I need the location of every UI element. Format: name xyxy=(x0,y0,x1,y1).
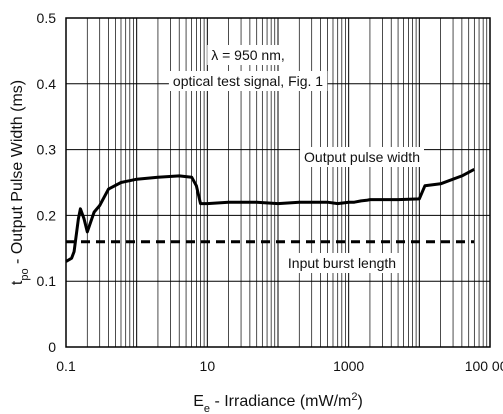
y-tick-label: 0.1 xyxy=(37,273,57,289)
y-tick-label: 0.3 xyxy=(37,142,57,158)
annotation-background xyxy=(207,45,289,65)
grid xyxy=(66,18,490,347)
condition-line-1: λ = 950 nm, xyxy=(211,47,285,63)
y-tick-label: 0 xyxy=(48,339,56,355)
series-layer xyxy=(65,167,476,263)
series-label-output-pulse-width: Output pulse width xyxy=(304,149,420,165)
y-axis-title: tpo - Output Pulse Width (ms) xyxy=(9,80,31,285)
x-tick-label: 0.1 xyxy=(56,358,76,374)
x-tick-label: 100 000 xyxy=(465,358,503,374)
x-axis-title-main: E xyxy=(193,393,204,410)
annotation-background xyxy=(168,71,328,91)
y-tick-label: 0.5 xyxy=(37,10,57,26)
x-axis-title: Ee - Irradiance (mW/m2) xyxy=(193,391,363,414)
y-axis-title-rest: - Output Pulse Width (ms) xyxy=(9,80,26,269)
x-axis-title-end: ) xyxy=(357,393,362,410)
condition-line-2: optical test signal, Fig. 1 xyxy=(173,73,323,89)
x-axis-title-sub: e xyxy=(204,403,210,414)
x-axis-title-rest: - Irradiance (mW/m xyxy=(210,393,351,410)
plot-frame xyxy=(65,17,491,348)
y-tick-label: 0.2 xyxy=(37,207,57,223)
series-line-output-pulse-width xyxy=(65,167,476,263)
x-tick-label: 1000 xyxy=(333,358,364,374)
x-tick-label: 10 xyxy=(200,358,216,374)
annotation-background xyxy=(283,253,401,273)
y-axis-title-main: t xyxy=(9,280,26,285)
x-axis-title-sup: 2 xyxy=(351,391,357,403)
annotations: λ = 950 nm, optical test signal, Fig. 1 … xyxy=(173,47,420,271)
y-tick-label: 0.4 xyxy=(37,76,57,92)
y-axis-title-sub: po xyxy=(19,268,31,280)
label-backgrounds xyxy=(168,45,424,273)
annotation-background xyxy=(300,147,424,167)
series-label-input-burst-length: Input burst length xyxy=(288,255,396,271)
